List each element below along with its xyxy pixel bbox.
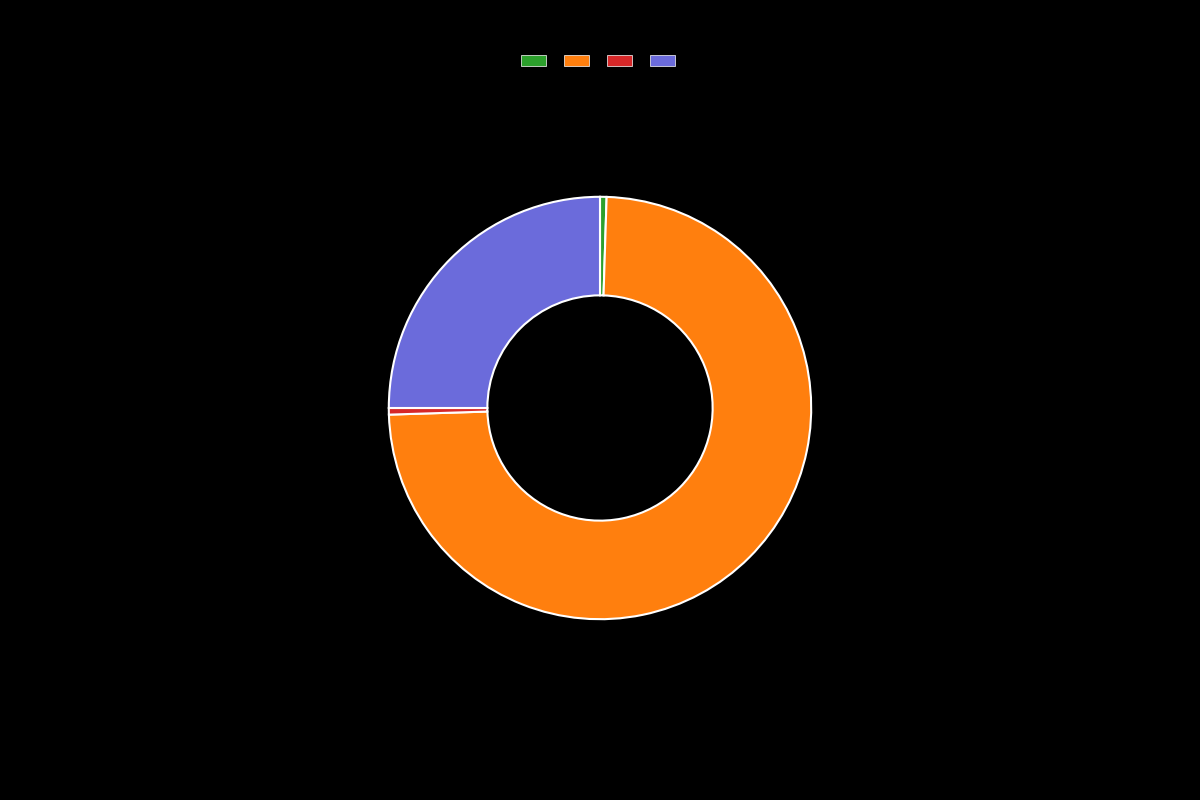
Wedge shape (600, 197, 607, 295)
Wedge shape (389, 197, 811, 619)
Legend: , , , : , , , (515, 49, 685, 74)
Wedge shape (389, 408, 487, 414)
Wedge shape (389, 197, 600, 408)
